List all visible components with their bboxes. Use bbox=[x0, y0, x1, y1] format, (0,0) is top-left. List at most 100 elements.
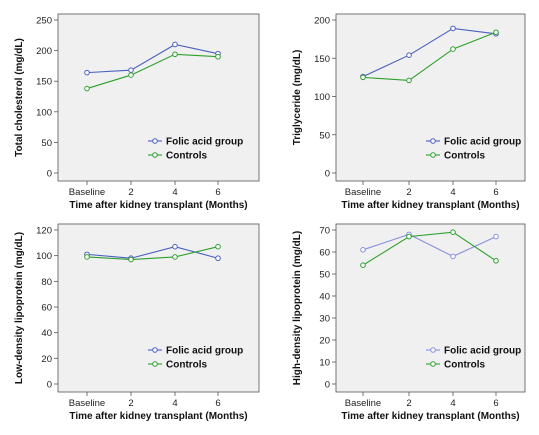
x-tick-label: Baseline bbox=[69, 398, 105, 409]
x-axis-label: Time after kidney transplant (Months) bbox=[341, 411, 519, 422]
y-tick-label: 200 bbox=[36, 46, 52, 57]
y-tick-label: 80 bbox=[41, 277, 52, 288]
y-tick-label: 0 bbox=[47, 380, 52, 391]
legend-swatch-marker bbox=[430, 347, 436, 353]
y-tick-label: 40 bbox=[319, 292, 330, 303]
data-point bbox=[450, 46, 456, 52]
x-tick-label: 2 bbox=[406, 187, 411, 198]
data-point bbox=[172, 41, 178, 48]
chart-panel-2: 0 50 100 150 200 Baseline 2 4 6 Time after kidney… bbox=[292, 13, 526, 211]
legend-entry-label: Controls bbox=[444, 151, 486, 162]
data-point bbox=[360, 262, 366, 269]
x-tick-label: 2 bbox=[128, 398, 133, 409]
data-point bbox=[450, 25, 456, 32]
data-point bbox=[360, 74, 366, 81]
legend-entry-label: Folic acid group bbox=[166, 137, 243, 148]
y-tick-label: 40 bbox=[41, 328, 52, 339]
y-tick-label: 120 bbox=[36, 226, 52, 237]
y-axis-label: Total cholesterol (mg/dL) bbox=[14, 38, 25, 157]
series-line bbox=[86, 246, 219, 259]
y-axis-label: Triglyceride (mg/dL) bbox=[292, 50, 303, 146]
legend-swatch-marker bbox=[152, 138, 158, 144]
x-axis-label: Time after kidney transplant (Months) bbox=[69, 200, 247, 211]
y-tick-label: 0 bbox=[47, 169, 52, 180]
legend-swatch-marker bbox=[152, 152, 158, 158]
x-tick-label: Baseline bbox=[69, 187, 105, 198]
data-point bbox=[215, 243, 221, 250]
y-tick-label: 150 bbox=[314, 54, 330, 65]
y-tick-label: 0 bbox=[325, 380, 330, 391]
series-line bbox=[86, 53, 219, 90]
legend-entry-label: Folic acid group bbox=[444, 346, 521, 357]
x-tick-label: Baseline bbox=[345, 187, 381, 198]
chart-panel-1: 0 50 100 150 200 250 Baseline 2 4 6 Time after kid… bbox=[14, 13, 260, 211]
y-tick-label: 30 bbox=[319, 314, 330, 325]
data-point bbox=[493, 233, 499, 240]
legend-entry-label: Controls bbox=[166, 151, 208, 162]
data-point bbox=[84, 85, 90, 92]
plot-area bbox=[57, 223, 260, 393]
legend-swatch-marker bbox=[430, 361, 436, 367]
plot-area bbox=[57, 13, 260, 182]
data-point bbox=[128, 72, 134, 78]
data-point bbox=[172, 51, 178, 58]
x-tick-label: 6 bbox=[215, 187, 220, 198]
data-point bbox=[172, 243, 178, 250]
data-point bbox=[172, 254, 178, 260]
series-line bbox=[362, 231, 497, 266]
data-point bbox=[406, 233, 412, 240]
data-point bbox=[360, 247, 366, 253]
legend-swatch-marker bbox=[152, 361, 158, 367]
legend-entry-label: Controls bbox=[444, 360, 486, 371]
y-tick-label: 10 bbox=[319, 358, 330, 369]
y-tick-label: 100 bbox=[36, 251, 52, 262]
data-point bbox=[450, 229, 456, 235]
y-tick-label: 100 bbox=[314, 92, 330, 103]
x-tick-label: 4 bbox=[450, 398, 455, 409]
data-point bbox=[84, 254, 90, 260]
legend-entry-label: Folic acid group bbox=[444, 137, 521, 148]
data-point bbox=[450, 253, 456, 260]
chart-panel-4: 0 10 20 30 40 50 60 70 Baseline 2 4 6 Time after kid… bbox=[292, 223, 526, 422]
x-axis-label: Time after kidney transplant (Months) bbox=[341, 200, 519, 211]
series-line bbox=[86, 43, 219, 74]
chart-panel-3: 0 20 40 60 80 100 120 Baseline 2 4 6 Time after kid… bbox=[14, 223, 260, 422]
x-tick-label: 4 bbox=[172, 187, 177, 198]
x-tick-label: Baseline bbox=[345, 398, 381, 409]
y-tick-label: 60 bbox=[319, 248, 330, 259]
y-tick-label: 60 bbox=[41, 303, 52, 314]
legend-swatch-marker bbox=[152, 347, 158, 353]
x-tick-label: 4 bbox=[450, 187, 455, 198]
x-tick-label: 6 bbox=[215, 398, 220, 409]
data-point bbox=[128, 67, 134, 73]
legend-entry-label: Controls bbox=[166, 360, 208, 371]
legend-swatch-marker bbox=[430, 138, 436, 144]
legend: Folic acid group Controls bbox=[426, 137, 521, 162]
y-axis-label: High-density lipoprotein (mg/dL) bbox=[292, 231, 303, 385]
y-axis-label: Low-density lipoprotein (mg/dL) bbox=[14, 232, 25, 384]
legend-swatch-marker bbox=[430, 152, 436, 158]
data-point bbox=[84, 69, 90, 76]
data-point bbox=[493, 29, 499, 36]
y-tick-label: 20 bbox=[319, 336, 330, 347]
y-tick-label: 70 bbox=[319, 226, 330, 237]
legend: Folic acid group Controls bbox=[148, 137, 243, 162]
y-tick-label: 0 bbox=[325, 169, 330, 180]
y-tick-label: 250 bbox=[36, 16, 52, 27]
x-tick-label: 2 bbox=[406, 398, 411, 409]
series-line bbox=[362, 27, 497, 78]
y-tick-label: 100 bbox=[36, 107, 52, 118]
x-tick-label: 6 bbox=[493, 398, 498, 409]
data-point bbox=[128, 256, 134, 263]
legend-entry-label: Folic acid group bbox=[166, 346, 243, 357]
y-tick-label: 200 bbox=[314, 16, 330, 27]
x-tick-label: 6 bbox=[493, 187, 498, 198]
data-point bbox=[406, 77, 412, 84]
series-line bbox=[362, 31, 497, 81]
data-point bbox=[215, 53, 221, 60]
y-tick-label: 20 bbox=[41, 354, 52, 365]
y-tick-label: 150 bbox=[36, 77, 52, 88]
x-axis-label: Time after kidney transplant (Months) bbox=[69, 411, 247, 422]
